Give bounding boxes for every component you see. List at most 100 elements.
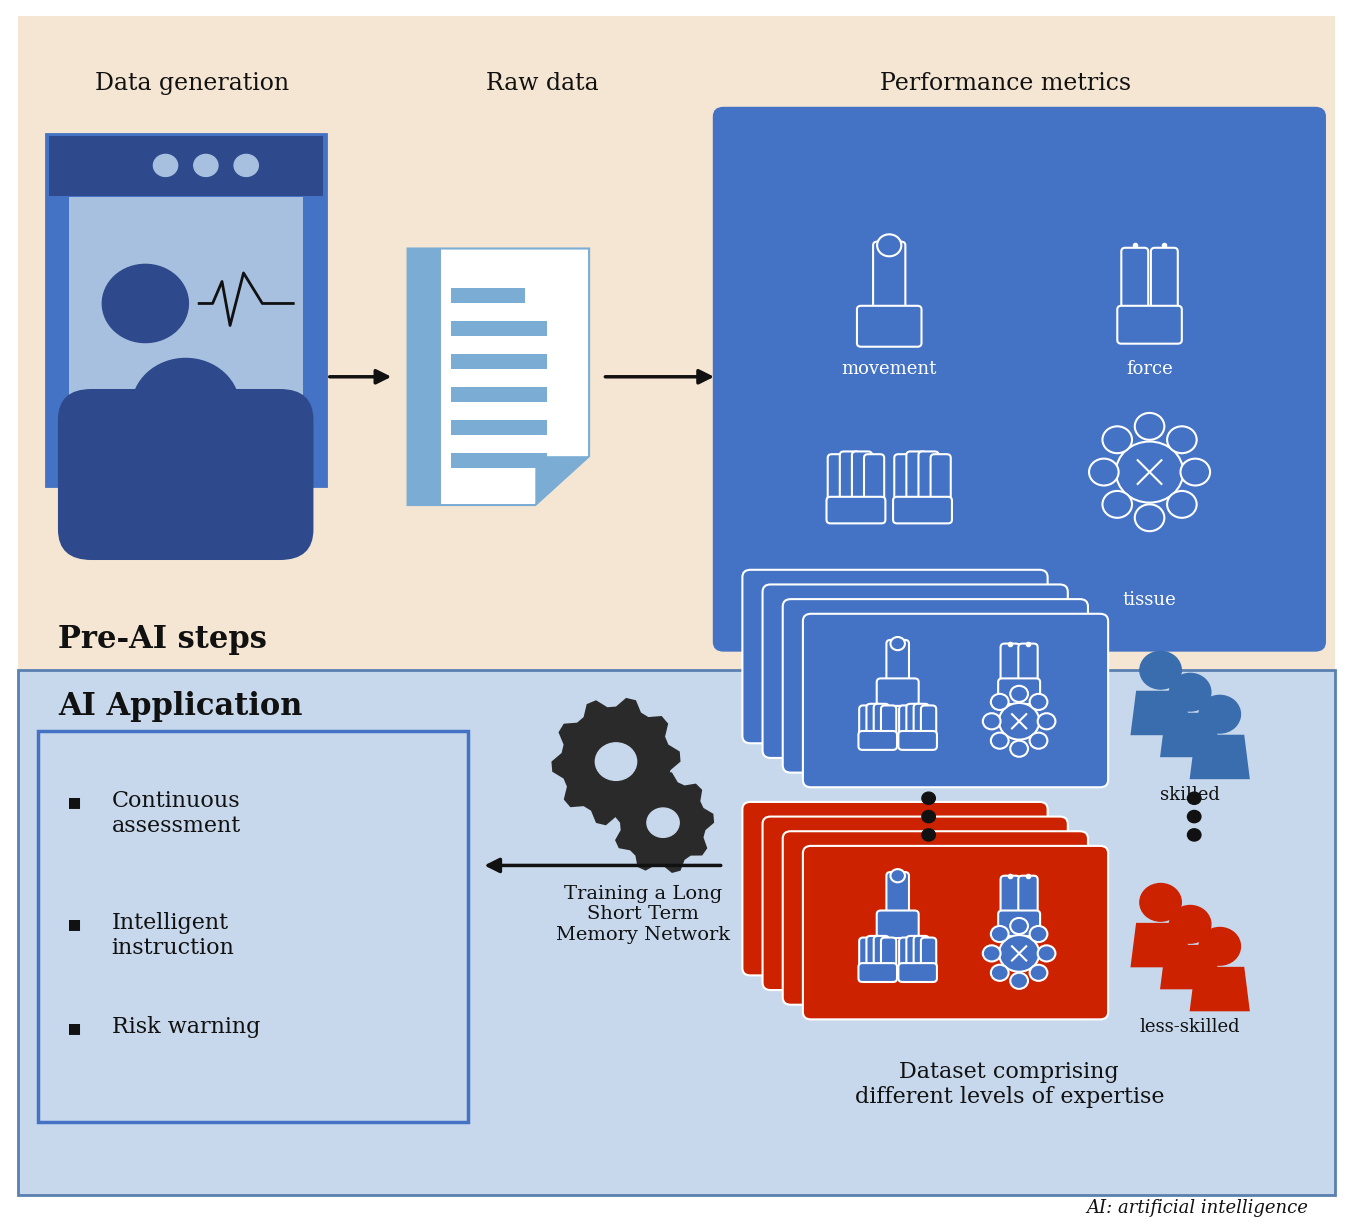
FancyBboxPatch shape: [451, 353, 548, 369]
Circle shape: [982, 946, 1001, 962]
Circle shape: [131, 358, 239, 456]
Circle shape: [1038, 946, 1055, 962]
Text: force: force: [1126, 359, 1173, 378]
FancyBboxPatch shape: [877, 910, 919, 938]
Circle shape: [999, 704, 1039, 739]
FancyBboxPatch shape: [859, 706, 874, 740]
FancyBboxPatch shape: [881, 706, 896, 740]
FancyBboxPatch shape: [1019, 876, 1038, 920]
Text: AI Application: AI Application: [58, 691, 303, 722]
FancyBboxPatch shape: [451, 453, 548, 469]
FancyBboxPatch shape: [858, 963, 897, 982]
FancyBboxPatch shape: [894, 454, 915, 507]
Circle shape: [1135, 413, 1165, 440]
Text: Raw data: Raw data: [486, 73, 598, 95]
FancyBboxPatch shape: [907, 936, 921, 972]
Circle shape: [1168, 491, 1196, 518]
FancyBboxPatch shape: [827, 497, 885, 524]
Text: ▪: ▪: [68, 1018, 83, 1038]
FancyBboxPatch shape: [743, 802, 1047, 975]
Circle shape: [1188, 829, 1201, 841]
FancyBboxPatch shape: [802, 614, 1108, 787]
Polygon shape: [1131, 691, 1191, 736]
Polygon shape: [1160, 712, 1220, 758]
Circle shape: [1180, 459, 1210, 486]
Circle shape: [990, 926, 1008, 942]
FancyBboxPatch shape: [898, 731, 936, 750]
FancyBboxPatch shape: [1118, 306, 1181, 343]
Text: ▪: ▪: [68, 914, 83, 935]
FancyBboxPatch shape: [18, 670, 1335, 1196]
FancyBboxPatch shape: [69, 197, 303, 416]
Circle shape: [1030, 926, 1047, 942]
Circle shape: [1038, 713, 1055, 729]
Circle shape: [1011, 740, 1028, 756]
Circle shape: [1188, 811, 1201, 823]
FancyBboxPatch shape: [1001, 876, 1020, 920]
FancyBboxPatch shape: [866, 704, 882, 740]
Circle shape: [193, 155, 218, 176]
Text: skilled: skilled: [1161, 786, 1220, 804]
FancyBboxPatch shape: [58, 389, 314, 560]
FancyBboxPatch shape: [881, 937, 896, 972]
Polygon shape: [1189, 734, 1250, 779]
FancyBboxPatch shape: [407, 248, 441, 506]
FancyBboxPatch shape: [828, 454, 848, 507]
Circle shape: [982, 713, 1001, 729]
FancyBboxPatch shape: [999, 910, 1040, 936]
Circle shape: [990, 964, 1008, 980]
FancyBboxPatch shape: [49, 137, 323, 196]
FancyBboxPatch shape: [900, 937, 915, 972]
FancyBboxPatch shape: [874, 936, 889, 972]
Circle shape: [1116, 442, 1183, 503]
FancyBboxPatch shape: [840, 451, 861, 507]
Text: tissue: tissue: [1123, 590, 1176, 609]
Circle shape: [1139, 652, 1181, 689]
Polygon shape: [552, 697, 681, 825]
Circle shape: [1011, 918, 1028, 934]
Circle shape: [1199, 695, 1241, 733]
FancyBboxPatch shape: [802, 846, 1108, 1020]
Text: AI: artificial intelligence: AI: artificial intelligence: [1086, 1198, 1308, 1216]
FancyBboxPatch shape: [921, 706, 936, 740]
Circle shape: [921, 811, 935, 823]
FancyBboxPatch shape: [46, 134, 326, 486]
Text: movement: movement: [842, 359, 936, 378]
FancyBboxPatch shape: [893, 497, 953, 524]
Text: less-skilled: less-skilled: [1139, 1018, 1241, 1036]
FancyBboxPatch shape: [865, 454, 884, 507]
FancyBboxPatch shape: [451, 386, 548, 402]
FancyBboxPatch shape: [877, 679, 919, 706]
Circle shape: [1103, 427, 1132, 453]
FancyBboxPatch shape: [451, 288, 525, 304]
FancyBboxPatch shape: [921, 937, 936, 972]
FancyBboxPatch shape: [913, 936, 930, 972]
Text: Intelligent
instruction: Intelligent instruction: [112, 911, 234, 959]
Circle shape: [1030, 733, 1047, 749]
FancyBboxPatch shape: [907, 451, 927, 507]
Circle shape: [990, 694, 1008, 710]
Circle shape: [1030, 964, 1047, 980]
Text: Continuous
assessment: Continuous assessment: [112, 790, 241, 838]
Text: Training a Long
Short Term
Memory Network: Training a Long Short Term Memory Networ…: [556, 884, 731, 945]
FancyBboxPatch shape: [783, 831, 1088, 1005]
FancyBboxPatch shape: [919, 451, 939, 507]
Text: bimanual skills: bimanual skills: [820, 590, 958, 609]
FancyBboxPatch shape: [900, 706, 915, 740]
Polygon shape: [613, 771, 714, 873]
Circle shape: [1011, 686, 1028, 702]
Circle shape: [1139, 883, 1181, 921]
FancyBboxPatch shape: [886, 872, 909, 920]
FancyBboxPatch shape: [451, 419, 548, 435]
FancyBboxPatch shape: [866, 936, 882, 972]
Polygon shape: [1189, 967, 1250, 1011]
Circle shape: [921, 829, 935, 841]
FancyBboxPatch shape: [999, 679, 1040, 704]
Circle shape: [1135, 504, 1165, 531]
FancyBboxPatch shape: [1001, 643, 1020, 688]
FancyBboxPatch shape: [858, 731, 897, 750]
FancyBboxPatch shape: [783, 599, 1088, 772]
Circle shape: [103, 264, 188, 343]
FancyBboxPatch shape: [1122, 247, 1149, 316]
FancyBboxPatch shape: [18, 16, 1335, 670]
